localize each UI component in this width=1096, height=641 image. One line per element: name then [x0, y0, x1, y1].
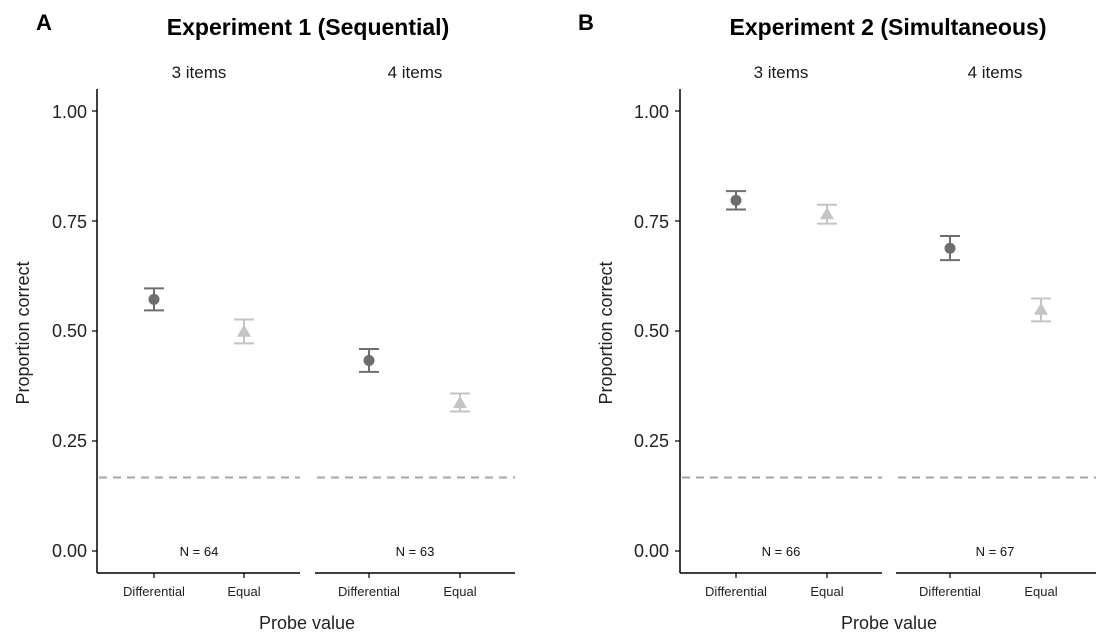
- y-tick-label: 1.00: [634, 102, 669, 122]
- panel-label: A: [36, 10, 52, 35]
- n-label-4-items: N = 63: [396, 544, 435, 559]
- plot-marks: [92, 89, 515, 578]
- mean-point-equal: [453, 395, 467, 408]
- y-tick-label: 0.25: [52, 431, 87, 451]
- panel-experiment-1: A Experiment 1 (Sequential) 3 items 4 it…: [13, 10, 515, 633]
- chart-title: Experiment 2 (Simultaneous): [730, 14, 1047, 40]
- x-tick-differential: Differential: [705, 584, 767, 599]
- y-axis-title: Proportion correct: [596, 261, 616, 404]
- n-label-3-items: N = 64: [180, 544, 219, 559]
- facet-label-3-items: 3 items: [754, 63, 809, 82]
- y-tick-label: 0.00: [52, 541, 87, 561]
- x-tick-equal: Equal: [1024, 584, 1057, 599]
- y-tick-label: 0.25: [634, 431, 669, 451]
- panel-label: B: [578, 10, 594, 35]
- x-tick-equal: Equal: [810, 584, 843, 599]
- y-axis-title: Proportion correct: [13, 261, 33, 404]
- mean-point-equal: [820, 206, 834, 220]
- mean-point-differential: [730, 194, 742, 206]
- y-tick-label: 1.00: [52, 102, 87, 122]
- mean-point-equal: [1034, 302, 1048, 315]
- panel-experiment-2: B Experiment 2 (Simultaneous) 3 items 4 …: [578, 10, 1096, 633]
- chart-title: Experiment 1 (Sequential): [167, 14, 449, 40]
- facet-label-4-items: 4 items: [388, 63, 443, 82]
- x-axis-title: Probe value: [841, 613, 937, 633]
- facet-label-4-items: 4 items: [968, 63, 1023, 82]
- n-label-4-items: N = 67: [976, 544, 1015, 559]
- n-label-3-items: N = 66: [762, 544, 801, 559]
- y-tick-label: 0.75: [52, 212, 87, 232]
- y-tick-label: 0.50: [634, 321, 669, 341]
- y-tick-label: 0.00: [634, 541, 669, 561]
- facet-label-3-items: 3 items: [172, 63, 227, 82]
- x-tick-differential: Differential: [123, 584, 185, 599]
- x-tick-differential: Differential: [338, 584, 400, 599]
- x-tick-equal: Equal: [227, 584, 260, 599]
- mean-point-differential: [363, 354, 375, 366]
- x-tick-equal: Equal: [443, 584, 476, 599]
- y-tick-label: 0.75: [634, 212, 669, 232]
- y-tick-label: 0.50: [52, 321, 87, 341]
- mean-point-differential: [944, 242, 956, 254]
- x-axis-title: Probe value: [259, 613, 355, 633]
- x-tick-differential: Differential: [919, 584, 981, 599]
- mean-point-equal: [237, 324, 251, 337]
- plot-marks: [675, 89, 1096, 578]
- mean-point-differential: [148, 293, 160, 305]
